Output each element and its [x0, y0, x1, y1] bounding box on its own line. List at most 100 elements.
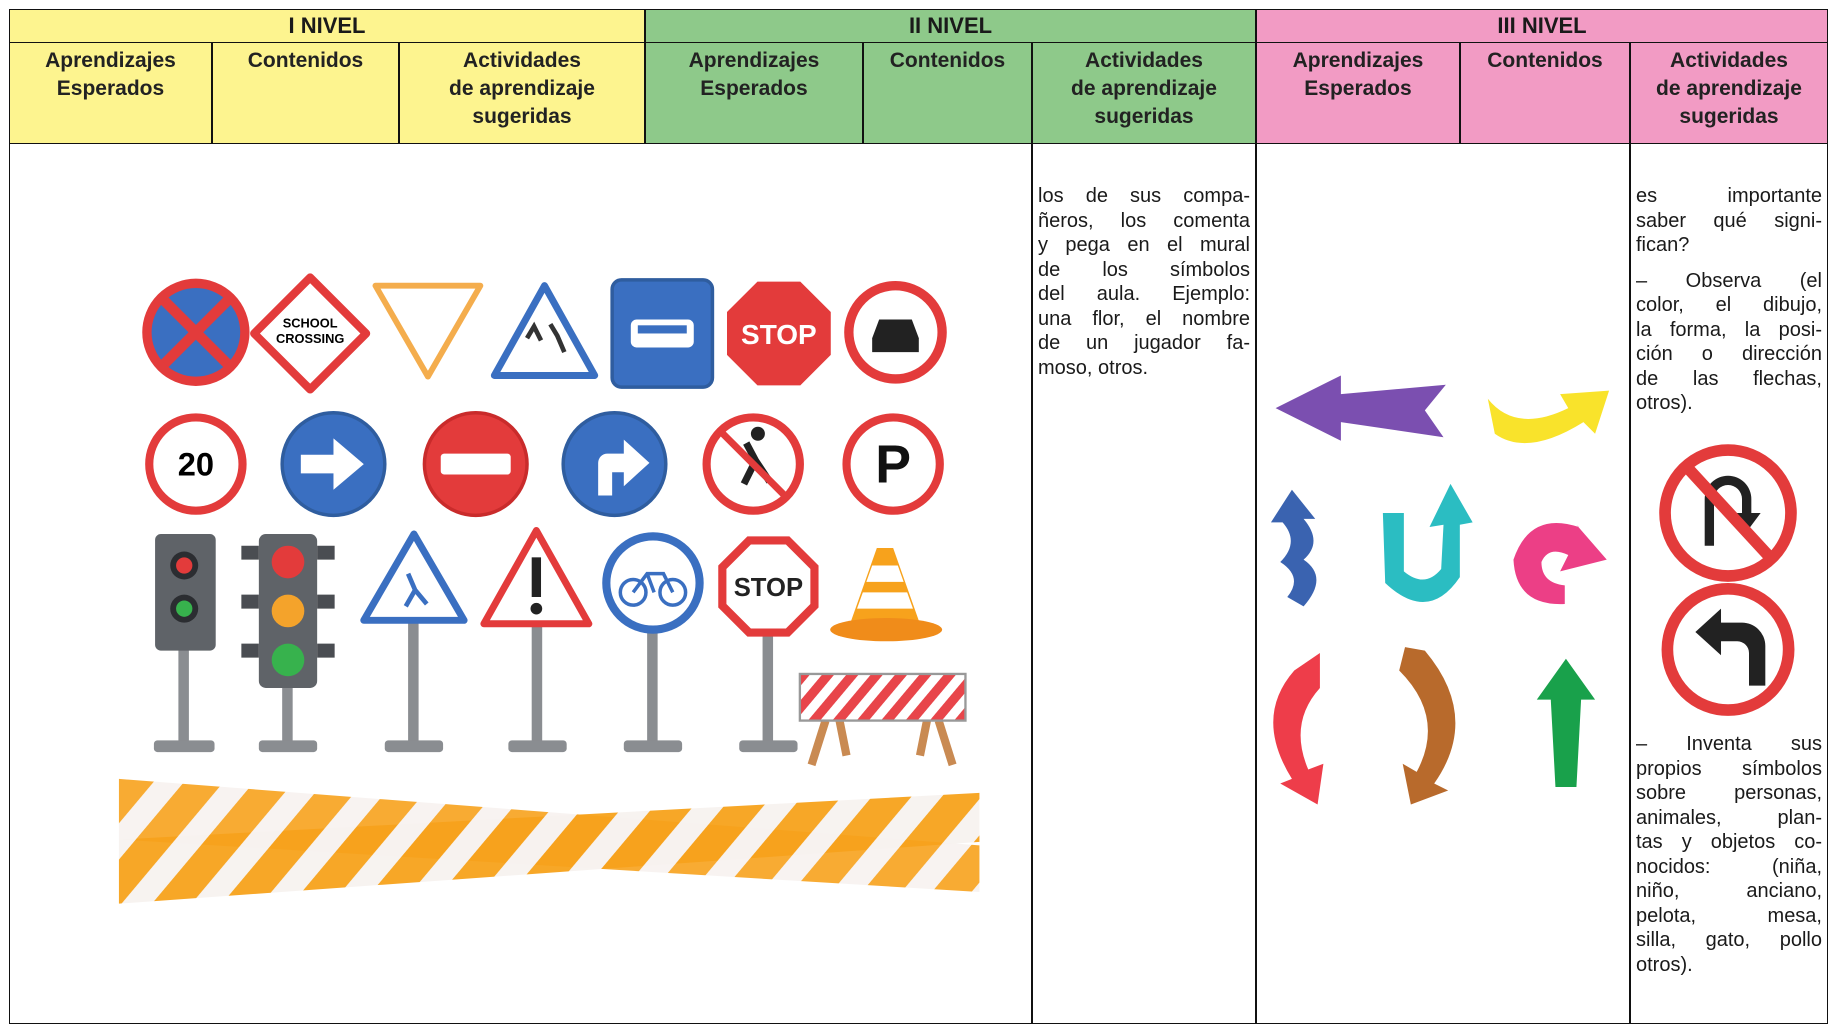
activity-text: es importante saber qué signi-fican? – Obs… — [1636, 184, 1822, 427]
arrow — [1275, 375, 1446, 441]
text-line: es importante — [1636, 185, 1822, 207]
text-line: animales, plan- — [1636, 806, 1822, 829]
text-line: – Observa (el — [1636, 269, 1822, 292]
body-cell — [9, 143, 1032, 1024]
sign-warning — [480, 527, 593, 628]
text-line: color, el dibujo, — [1636, 294, 1822, 316]
text-line: – Inventa sus — [1636, 733, 1822, 755]
text-line: fican? — [1636, 234, 1690, 256]
arrow — [1513, 522, 1607, 605]
body-cell — [1256, 143, 1630, 1024]
header-line: de aprendizaje — [1071, 77, 1217, 100]
header-line: de aprendizaje — [1656, 77, 1802, 100]
header-line: Actividades — [463, 49, 581, 72]
text-line: de los símbolos — [1038, 258, 1250, 281]
arrow — [1273, 652, 1324, 805]
text-line: sobre personas, — [1636, 782, 1822, 804]
sign-stop: STOP — [718, 536, 819, 637]
column-header: Contenidos — [1460, 42, 1630, 144]
traffic-cone — [830, 548, 943, 642]
sign-no-pedestrians — [702, 413, 804, 515]
text-line: tas y objetos co- — [1636, 831, 1822, 853]
sign-bicycle — [602, 532, 704, 634]
header-line: Esperados — [56, 77, 165, 100]
activity-text: – Inventa sus propios símbolos sobre perso… — [1636, 732, 1822, 988]
column-header: Contenidos — [212, 42, 399, 144]
sign-text: STOP — [741, 319, 817, 350]
sign-turn-right — [561, 411, 668, 518]
text-line: la forma, la posi- — [1636, 318, 1822, 341]
arrow — [1536, 658, 1596, 788]
sign-text: SCHOOL — [283, 316, 338, 331]
column-header: Actividades de aprendizaje sugeridas — [1630, 42, 1828, 144]
paragraph: – Inventa sus propios símbolos sobre perso… — [1636, 732, 1822, 977]
arrow — [1270, 489, 1317, 607]
column-header: Aprendizajes Esperados — [1256, 42, 1460, 144]
sign-parking: P — [842, 413, 944, 515]
header-line: Actividades — [1670, 49, 1788, 72]
text-line: y pega en el mural — [1038, 234, 1250, 256]
text-line: silla, gato, pollo — [1636, 929, 1822, 951]
header-line: Contenidos — [889, 49, 1006, 72]
header-line: sugeridas — [1679, 105, 1779, 128]
text-line: los de sus compa- — [1038, 185, 1250, 207]
column-header: Actividades de aprendizaje sugeridas — [399, 42, 645, 144]
sign-no-entry — [422, 411, 529, 518]
paragraph: los de sus compa-ñeros, los comenta y peg… — [1038, 184, 1250, 380]
arrow — [1399, 647, 1456, 805]
sign-text: P — [875, 435, 911, 495]
header-line: Contenidos — [247, 49, 364, 72]
text-line: pelota, mesa, — [1636, 904, 1822, 927]
text-line: saber qué signi- — [1636, 209, 1822, 232]
pedestrian-light — [155, 534, 216, 651]
sign-stop: STOP — [723, 278, 835, 389]
header-line: Actividades — [1085, 49, 1203, 72]
sign-text: CROSSING — [276, 331, 344, 346]
text-line: de un jugador fa- — [1038, 332, 1250, 354]
activity-text: los de sus compa-ñeros, los comenta y peg… — [1038, 184, 1250, 380]
text-line: propios símbolos — [1636, 757, 1822, 780]
sign-right — [280, 411, 387, 518]
column-header: Aprendizajes Esperados — [9, 42, 212, 144]
text-line: de las flechas, — [1636, 367, 1822, 390]
arrow — [1487, 390, 1610, 444]
header-line: Esperados — [700, 77, 808, 100]
text-line: ñeros, los comenta — [1038, 209, 1250, 232]
sign-left-turn — [1661, 583, 1795, 716]
text-line: niño, anciano, — [1636, 880, 1822, 902]
sign-no-stopping — [142, 278, 250, 386]
header-line: Aprendizajes — [45, 49, 176, 72]
level-header: I NIVEL — [9, 9, 645, 43]
header-line: Aprendizajes — [688, 49, 820, 72]
sign-yield — [372, 282, 484, 380]
paragraph: – Observa (el color, el dibujo, la forma, … — [1636, 269, 1822, 416]
sign-no-cars — [844, 281, 947, 384]
sign-crosswalk — [360, 530, 468, 624]
sign-children — [490, 282, 599, 379]
text-line: ción o dirección — [1636, 343, 1822, 365]
traffic-light — [241, 534, 335, 688]
header-line: Contenidos — [1487, 49, 1603, 72]
header-line: Esperados — [1304, 77, 1412, 100]
paragraph: es importante saber qué signi-fican? — [1636, 184, 1822, 258]
sign-bus — [610, 278, 715, 389]
column-header: Actividades de aprendizaje sugeridas — [1032, 42, 1256, 144]
header-line: Aprendizajes — [1292, 49, 1424, 72]
barrier — [798, 672, 967, 767]
column-header: Contenidos — [863, 42, 1032, 144]
sign-no-u-turn — [1659, 444, 1797, 582]
text-line: nocidos: (niña, — [1636, 855, 1822, 878]
level-header: II NIVEL — [645, 9, 1256, 43]
sign-text: 20 — [178, 446, 214, 483]
text-line: otros). — [1636, 392, 1693, 414]
arrow — [1382, 483, 1473, 603]
text-line: moso, otros. — [1038, 356, 1149, 379]
header-line: de aprendizaje — [449, 77, 595, 100]
text-line: una flor, el nombre — [1038, 307, 1250, 330]
text-line: del aula. Ejemplo: — [1038, 283, 1250, 305]
header-line: sugeridas — [472, 105, 572, 128]
text-line: otros). — [1636, 953, 1693, 976]
sign-speed: 20 — [145, 413, 247, 515]
